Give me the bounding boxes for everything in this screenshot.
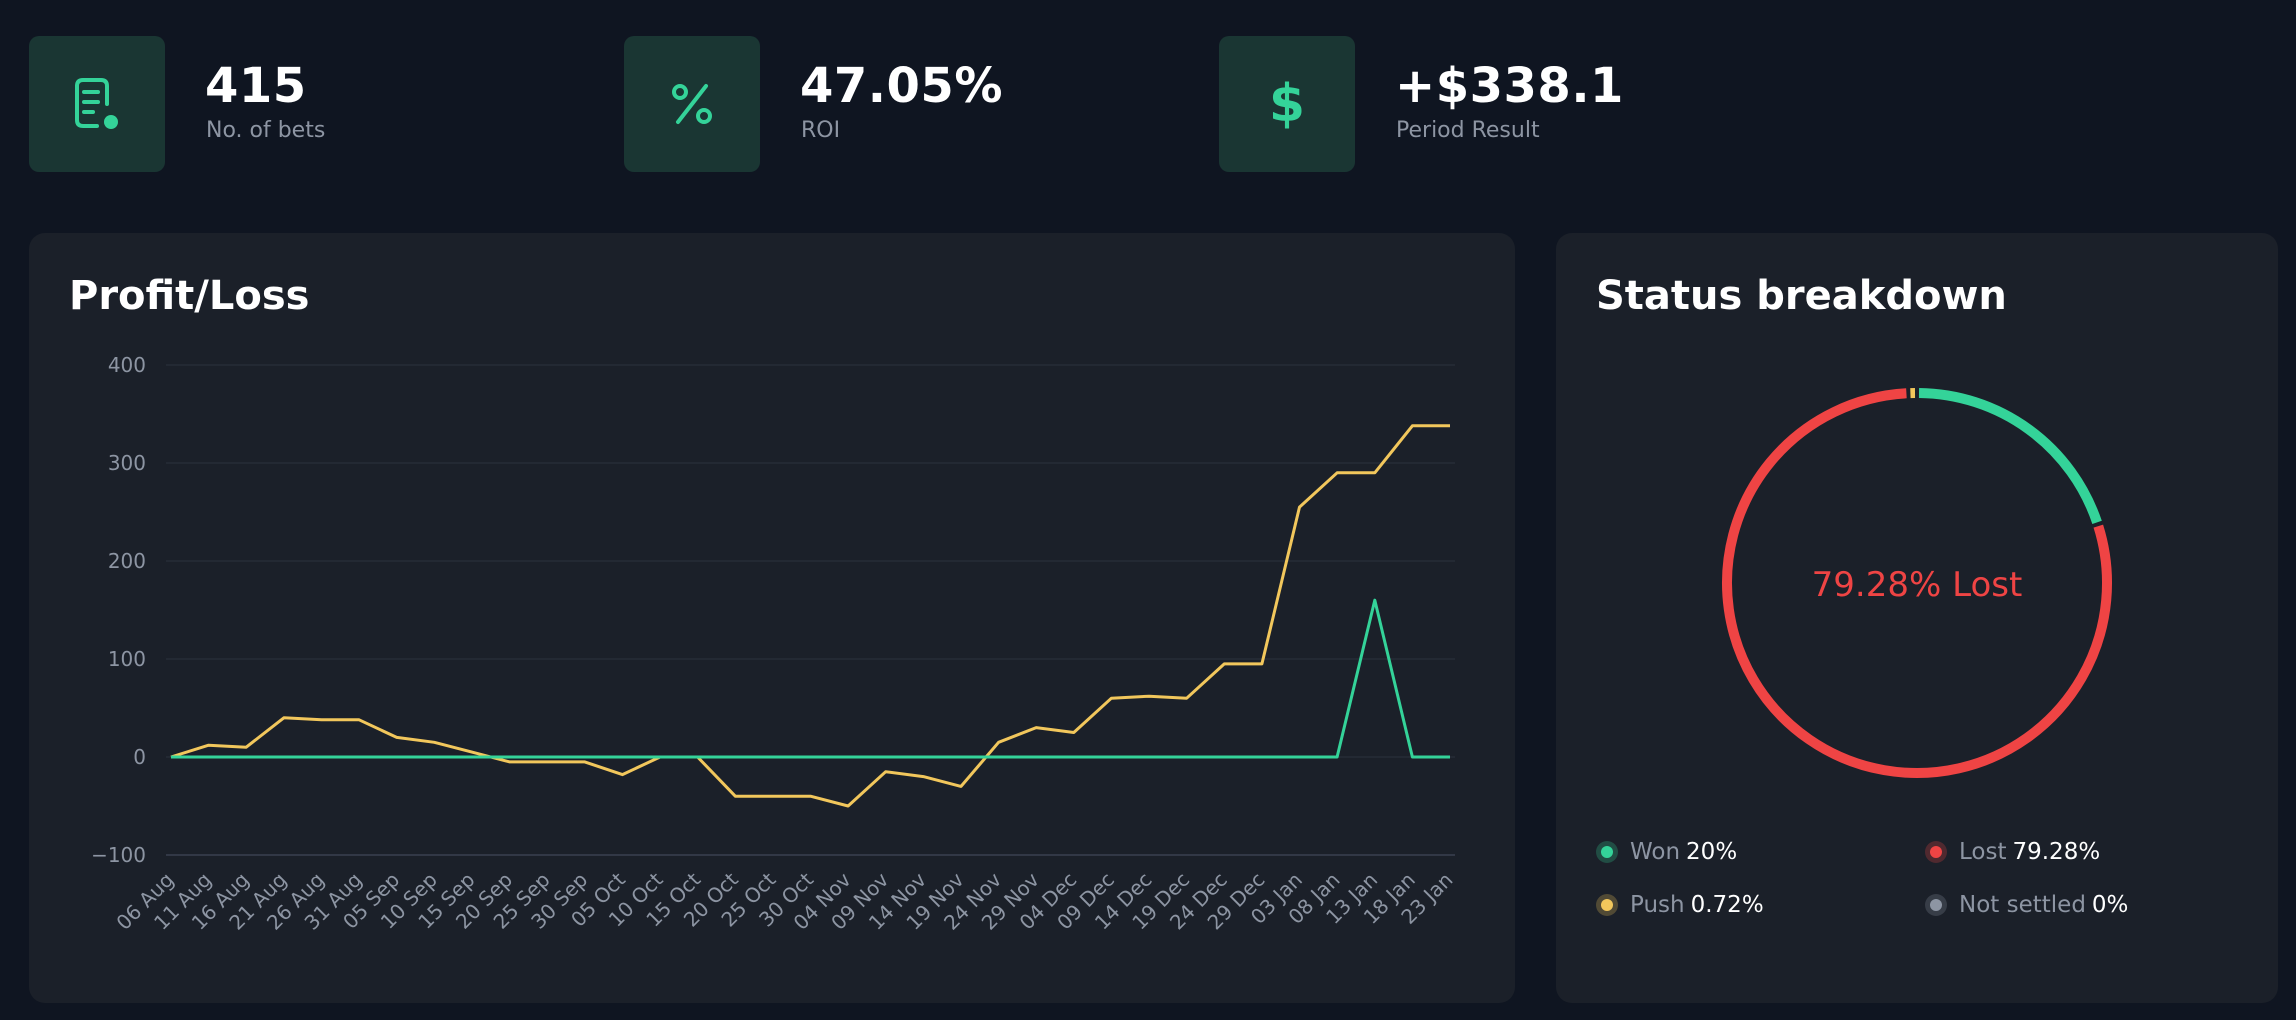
not-settled-dot-icon <box>1925 894 1947 916</box>
legend-not-settled-name: Not settled <box>1959 892 2086 918</box>
stat-card-bets: 415 No. of bets <box>29 36 569 172</box>
receipt-icon <box>29 36 165 172</box>
y-tick-label: −100 <box>91 843 146 867</box>
period-result-value: +$338.1 <box>1395 58 1624 114</box>
y-tick-label: 200 <box>108 549 146 573</box>
y-tick-label: 100 <box>108 647 146 671</box>
donut-segment-lost[interactable] <box>1722 388 2112 778</box>
legend-push[interactable]: Push 0.72% <box>1596 892 1764 918</box>
profit-loss-title: Profit/Loss <box>69 273 310 319</box>
legend-not-settled[interactable]: Not settled 0% <box>1925 892 2128 918</box>
bets-label: No. of bets <box>206 118 326 143</box>
won-dot-icon <box>1596 841 1618 863</box>
status-breakdown-title: Status breakdown <box>1596 273 2007 319</box>
series-line-0[interactable] <box>170 424 1450 808</box>
percent-icon <box>624 36 760 172</box>
legend-push-value: 0.72% <box>1690 892 1764 918</box>
series-line-1[interactable] <box>171 598 1450 759</box>
legend-not-settled-value: 0% <box>2091 892 2129 918</box>
legend-lost[interactable]: Lost 79.28% <box>1925 839 2100 865</box>
dollar-icon: $ <box>1219 36 1355 172</box>
y-tick-label: 400 <box>108 353 146 377</box>
svg-text:$: $ <box>1269 74 1305 134</box>
legend-lost-name: Lost <box>1959 839 2007 865</box>
stat-card-roi: 47.05% ROI <box>624 36 1164 172</box>
legend-won-value: 20% <box>1686 839 1738 865</box>
bets-count: 415 <box>205 58 307 114</box>
status-donut-chart[interactable] <box>1556 353 2278 873</box>
roi-value: 47.05% <box>800 58 1003 114</box>
y-tick-label: 0 <box>133 745 146 769</box>
period-result-label: Period Result <box>1396 118 1540 143</box>
legend-push-name: Push <box>1630 892 1685 918</box>
roi-label: ROI <box>801 118 841 143</box>
legend-lost-value: 79.28% <box>2012 839 2101 865</box>
donut-segment-won[interactable] <box>1918 388 2102 524</box>
lost-dot-icon <box>1925 841 1947 863</box>
legend-won[interactable]: Won 20% <box>1596 839 1737 865</box>
y-tick-label: 300 <box>108 451 146 475</box>
stat-card-result: $ +$338.1 Period Result <box>1219 36 1759 172</box>
donut-center-label: 79.28% Lost <box>1811 565 2023 605</box>
legend-won-name: Won <box>1630 839 1681 865</box>
profit-loss-card: Profit/Loss 400 300 200 100 0 −100 06 Aug 11 Au… <box>29 233 1515 1003</box>
status-breakdown-card: Status breakdown 79.28% Lost Won 20% Los… <box>1556 233 2278 1003</box>
push-dot-icon <box>1596 894 1618 916</box>
